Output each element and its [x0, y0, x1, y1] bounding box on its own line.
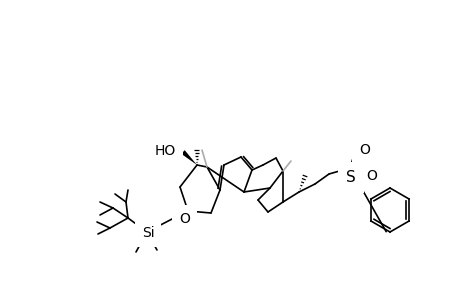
Polygon shape — [173, 211, 188, 220]
Text: S: S — [345, 170, 355, 185]
Polygon shape — [181, 150, 196, 165]
Text: O: O — [358, 143, 369, 157]
Text: O: O — [179, 212, 190, 226]
Text: O: O — [365, 169, 376, 183]
Text: Si: Si — [141, 226, 154, 240]
Text: HO: HO — [154, 144, 176, 158]
